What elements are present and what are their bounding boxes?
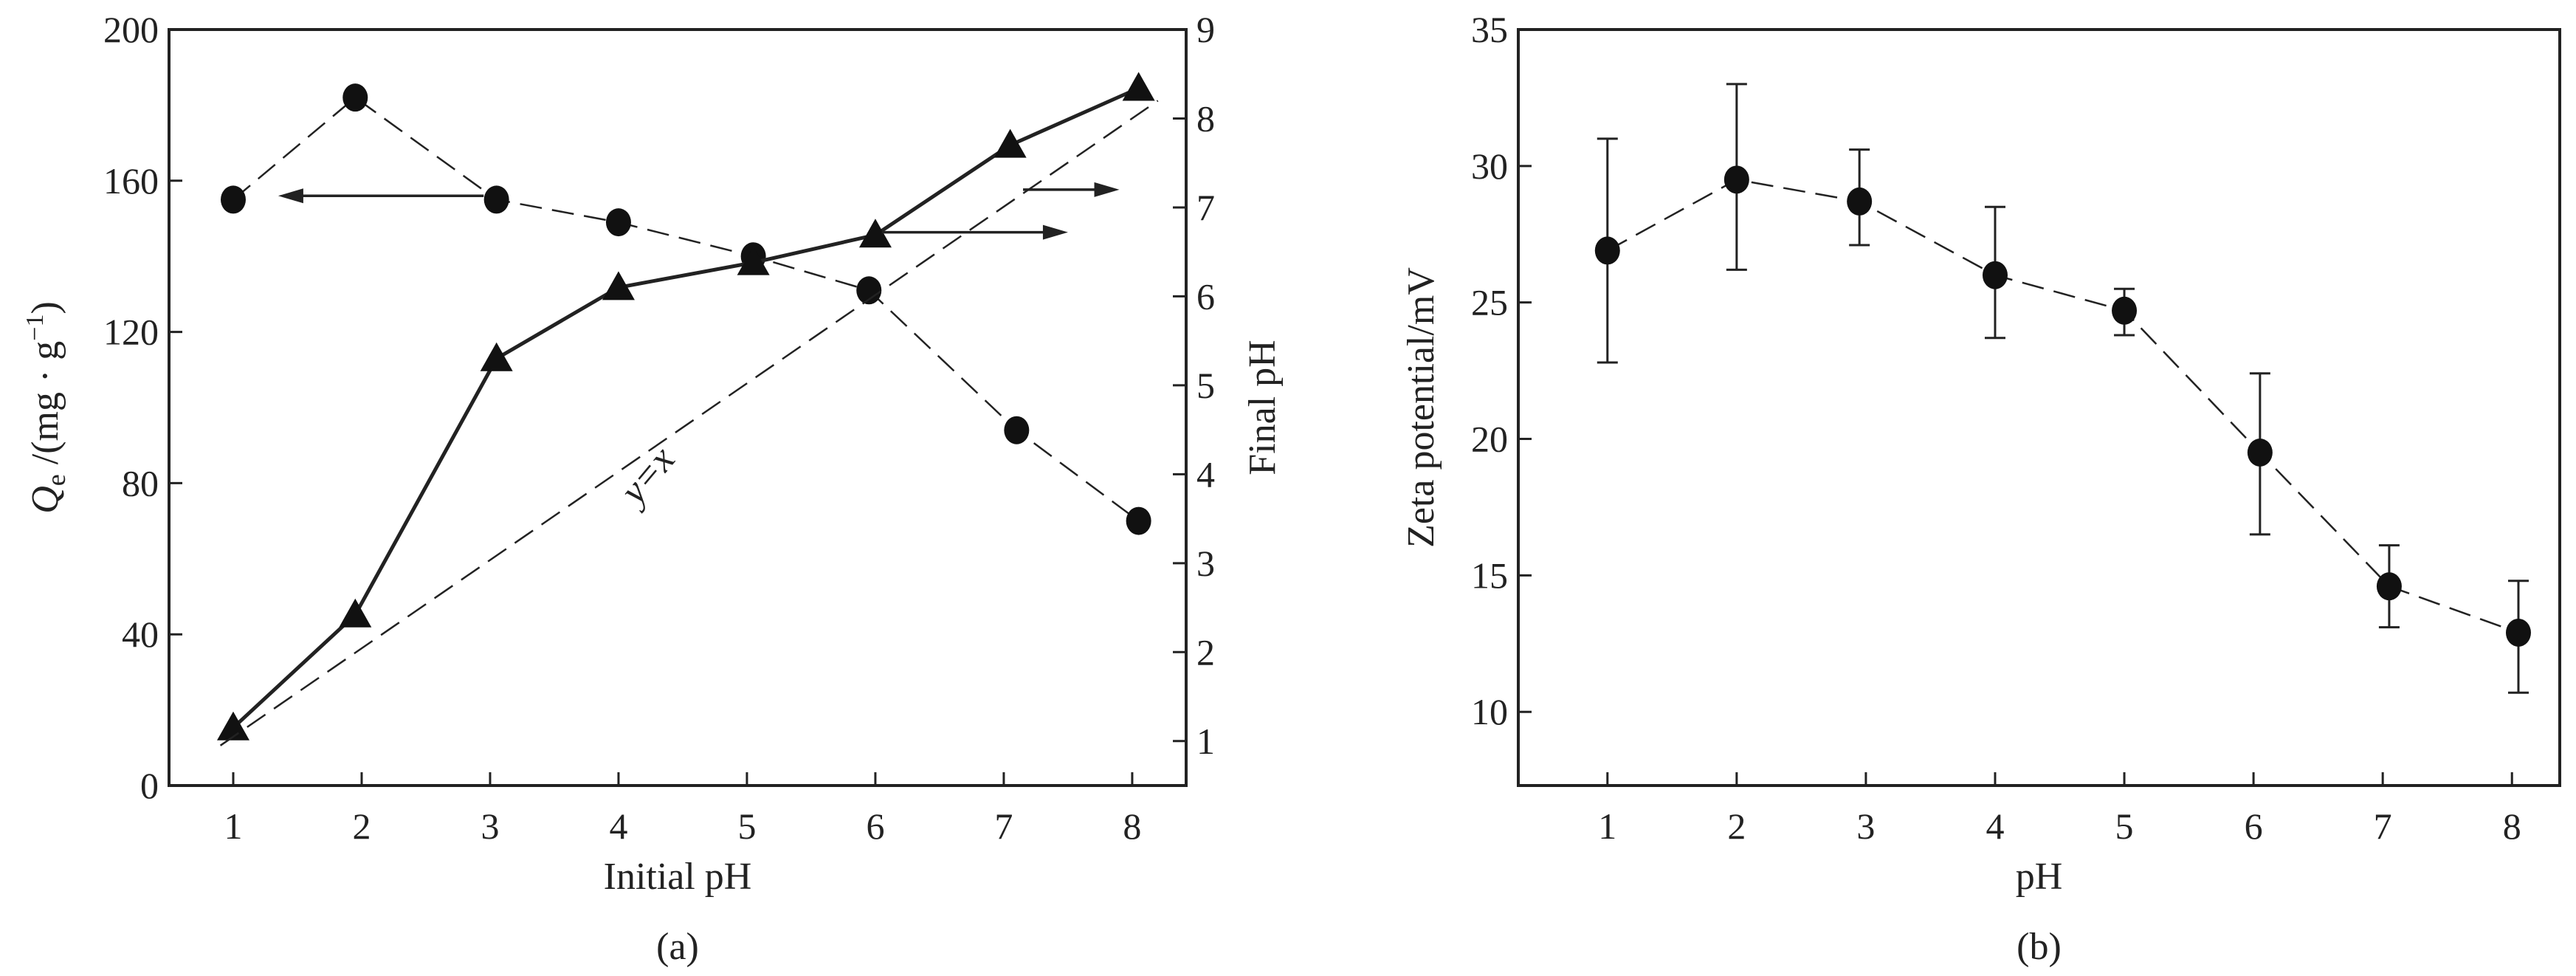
y-axis-title-part: e	[41, 474, 71, 486]
data-point-triangle	[737, 246, 770, 275]
data-point-circle	[220, 185, 246, 214]
panel-label: (b)	[2017, 926, 2062, 968]
y-tick-label: 0	[140, 765, 159, 806]
data-point-triangle	[216, 711, 249, 740]
y2-tick-label: 2	[1196, 631, 1215, 673]
data-point-circle	[2376, 572, 2402, 601]
y-tick-label: 80	[122, 462, 159, 504]
y-axis-title-part: )	[24, 301, 66, 314]
x-tick-label: 1	[224, 805, 242, 847]
y-tick-label: 15	[1471, 554, 1508, 596]
x-tick-label: 2	[1727, 805, 1746, 847]
x-tick-label: 2	[352, 805, 371, 847]
y-axis-title-part: /(mg · g	[24, 341, 66, 475]
y-axis-title: Qe /(mg · g−1)	[21, 301, 71, 514]
data-point-triangle	[993, 128, 1027, 158]
y2-tick-label: 4	[1196, 453, 1215, 495]
y-axis-title: Zeta potential/mV	[1400, 267, 1442, 548]
plot-frame	[168, 28, 1188, 787]
data-point-circle	[856, 276, 882, 305]
y2-tick-label: 7	[1196, 187, 1215, 228]
x-tick-label: 7	[994, 805, 1013, 847]
data-point-triangle	[339, 598, 372, 628]
series-line-qe	[233, 96, 1140, 522]
x-tick-label: 7	[2374, 805, 2392, 847]
data-point-triangle	[602, 271, 635, 300]
data-point-circle	[2505, 618, 2531, 647]
y-tick-label: 120	[103, 312, 159, 353]
arrow-right-icon	[1094, 182, 1120, 197]
y-tick-label: 160	[103, 160, 159, 202]
data-point-circle	[1982, 261, 2008, 289]
y-axis-title-part: −1	[21, 315, 49, 341]
data-point-circle	[1847, 187, 1873, 216]
y2-axis-title: Final pH	[1241, 340, 1284, 475]
data-point-triangle	[480, 342, 513, 371]
series-line-y-x	[219, 100, 1159, 746]
y-axis-title-part: Q	[24, 486, 66, 514]
y-tick-label: 40	[122, 614, 159, 655]
data-point-circle	[342, 83, 368, 112]
data-point-circle	[1723, 165, 1749, 194]
x-tick-label: 6	[2245, 805, 2263, 847]
x-tick-label: 3	[1856, 805, 1875, 847]
data-point-triangle	[858, 219, 892, 248]
y-tick-label: 35	[1471, 9, 1508, 50]
data-point-circle	[1594, 236, 1620, 265]
arrow-right-icon	[1042, 224, 1068, 240]
arrow-left-icon	[278, 188, 303, 204]
y-equals-x-label: y=x	[610, 439, 683, 515]
y2-tick-label: 5	[1196, 365, 1215, 406]
y-tick-label: 25	[1471, 282, 1508, 323]
y-tick-label: 20	[1471, 419, 1508, 460]
x-tick-label: 1	[1598, 805, 1616, 847]
data-point-circle	[2247, 438, 2273, 467]
data-point-circle	[1004, 416, 1030, 444]
y2-tick-label: 8	[1196, 97, 1215, 139]
y-tick-label: 200	[103, 9, 159, 50]
data-point-circle	[483, 185, 509, 214]
x-tick-label: 8	[2503, 805, 2521, 847]
data-point-circle	[1126, 506, 1151, 535]
panel-b-chart: 1 2 3 4 5 6 7 8 10 15 20 25 30 35 pH (b) Zeta potential/…	[1400, 9, 2561, 968]
x-tick-label: 3	[481, 805, 499, 847]
y2-tick-label: 1	[1196, 721, 1215, 762]
plot-frame	[1517, 28, 2561, 787]
x-axis-title: Initial pH	[604, 856, 752, 898]
y-tick-label: 30	[1471, 145, 1508, 187]
data-point-circle	[2112, 296, 2138, 325]
x-tick-label: 6	[866, 805, 884, 847]
data-point-circle	[605, 208, 631, 237]
y2-tick-label: 3	[1196, 543, 1215, 584]
data-point-triangle	[1122, 72, 1155, 101]
x-tick-label: 5	[2115, 805, 2134, 847]
y2-tick-label: 6	[1196, 275, 1215, 317]
x-axis-title: pH	[2016, 856, 2063, 898]
x-tick-label: 8	[1123, 805, 1141, 847]
y-tick-label: 10	[1471, 691, 1508, 732]
series-line-final-ph	[232, 86, 1140, 729]
x-tick-label: 4	[1986, 805, 2004, 847]
panel-label: (a)	[656, 926, 699, 968]
x-tick-label: 5	[737, 805, 756, 847]
y2-tick-label: 9	[1196, 9, 1215, 50]
x-tick-label: 4	[609, 805, 627, 847]
series-line-zeta	[1607, 179, 2519, 634]
